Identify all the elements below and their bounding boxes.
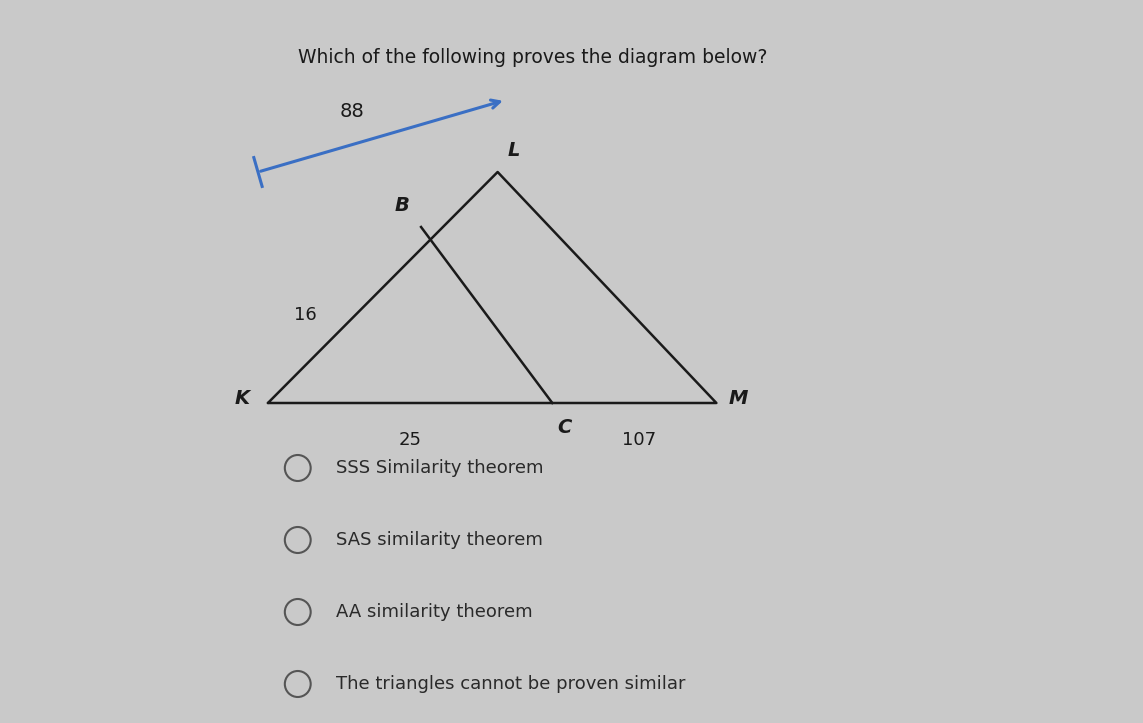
Text: AA similarity theorem: AA similarity theorem	[336, 603, 533, 621]
Text: K: K	[235, 388, 250, 408]
Text: C: C	[558, 418, 572, 437]
Text: 88: 88	[339, 101, 365, 121]
Text: 107: 107	[622, 431, 656, 449]
Text: Which of the following proves the diagram below?: Which of the following proves the diagra…	[297, 48, 767, 67]
Text: L: L	[507, 141, 520, 160]
Text: SSS Similarity theorem: SSS Similarity theorem	[336, 459, 543, 477]
Text: SAS similarity theorem: SAS similarity theorem	[336, 531, 543, 549]
Text: B: B	[394, 196, 409, 215]
Text: 25: 25	[399, 431, 422, 449]
Text: M: M	[728, 388, 748, 408]
Text: The triangles cannot be proven similar: The triangles cannot be proven similar	[336, 675, 685, 693]
Text: 16: 16	[294, 306, 317, 324]
